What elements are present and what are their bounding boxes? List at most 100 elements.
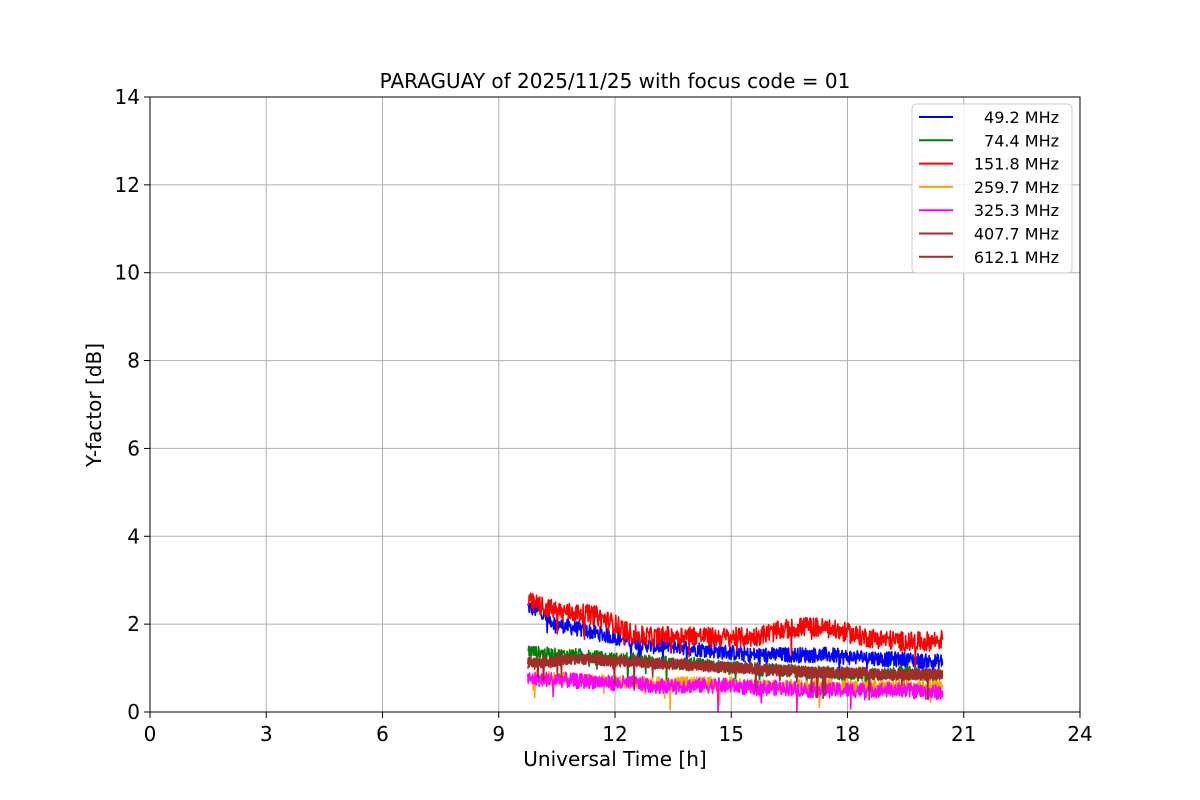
chart-title: PARAGUAY of 2025/11/25 with focus code =… [380, 69, 851, 93]
series-point [527, 601, 529, 603]
series-point [789, 628, 791, 630]
series-point [692, 648, 694, 650]
series-point [750, 687, 752, 689]
y-tick-label: 6 [127, 436, 140, 460]
legend-label: 151.8 MHz [974, 155, 1059, 174]
series-point [730, 652, 732, 654]
series-point [711, 650, 713, 652]
series-point [634, 661, 636, 663]
series-point [692, 685, 694, 687]
x-tick-label: 15 [719, 722, 744, 746]
series-point [905, 658, 907, 660]
series-point [672, 663, 674, 665]
x-tick-label: 3 [260, 722, 273, 746]
series-point [595, 680, 597, 682]
series-point [942, 674, 944, 676]
series-point [614, 623, 616, 625]
series-point [808, 672, 810, 674]
x-tick-label: 18 [835, 722, 860, 746]
series-point [527, 663, 529, 665]
series-point [924, 685, 926, 687]
x-tick-label: 21 [951, 722, 976, 746]
series-point [769, 632, 771, 634]
y-tick-label: 12 [115, 173, 140, 197]
y-tick-label: 2 [127, 612, 140, 636]
series-point [769, 654, 771, 656]
series-point [924, 674, 926, 676]
series-point [672, 634, 674, 636]
series-point [885, 689, 887, 691]
series-point [556, 661, 558, 663]
series-point [527, 678, 529, 680]
series-point [653, 685, 655, 687]
x-tick-label: 24 [1067, 722, 1092, 746]
series-point [537, 652, 539, 654]
series-point [730, 637, 732, 639]
series-point [866, 674, 868, 676]
series-point [905, 641, 907, 643]
series-point [827, 689, 829, 691]
x-tick-label: 12 [602, 722, 627, 746]
series-point [730, 667, 732, 669]
series-point [942, 691, 944, 693]
series-point [672, 685, 674, 687]
x-axis-label: Universal Time [h] [523, 747, 706, 771]
series-point [750, 637, 752, 639]
series-point [711, 685, 713, 687]
series-line-6 [527, 653, 944, 701]
series-point [634, 634, 636, 636]
x-tick-label: 0 [144, 722, 157, 746]
legend-box [911, 103, 1073, 274]
series-point [595, 658, 597, 660]
series-point [924, 691, 926, 693]
y-tick-label: 4 [127, 524, 140, 548]
series-point [808, 689, 810, 691]
series-point [905, 674, 907, 676]
series-point [789, 654, 791, 656]
series-point [866, 689, 868, 691]
legend-label: 325.3 MHz [974, 201, 1059, 220]
series-layer [527, 592, 944, 713]
series-point [730, 685, 732, 687]
series-point [924, 661, 926, 663]
legend-label: 49.2 MHz [984, 108, 1059, 127]
series-point [847, 672, 849, 674]
series-point [866, 637, 868, 639]
series-point [808, 654, 810, 656]
series-point [847, 689, 849, 691]
series-point [537, 604, 539, 606]
series-point [942, 661, 944, 663]
series-line-0 [527, 601, 944, 685]
series-point [711, 637, 713, 639]
series-point [575, 658, 577, 660]
series-point [653, 637, 655, 639]
series-point [924, 641, 926, 643]
legend-label: 74.4 MHz [984, 131, 1059, 150]
series-point [595, 632, 597, 634]
series-point [942, 685, 944, 687]
series-point [575, 628, 577, 630]
series-point [527, 650, 529, 652]
series-point [827, 654, 829, 656]
series-point [827, 628, 829, 630]
y-tick-label: 14 [115, 85, 140, 109]
x-tick-label: 9 [492, 722, 505, 746]
series-point [653, 663, 655, 665]
legend: 49.2 MHz 74.4 MHz 151.8 MHz 259.7 MHz 325.3 … [911, 103, 1073, 274]
x-tick-label: 6 [376, 722, 389, 746]
series-point [556, 678, 558, 680]
series-point [711, 665, 713, 667]
series-point [575, 680, 577, 682]
y-axis-label: Y-factor [dB] [82, 343, 106, 468]
y-tick-label: 10 [115, 261, 140, 285]
series-point [556, 610, 558, 612]
series-point [769, 687, 771, 689]
series-point [885, 674, 887, 676]
series-point [614, 637, 616, 639]
series-point [942, 639, 944, 641]
series-point [885, 639, 887, 641]
series-point [769, 669, 771, 671]
series-line-2 [527, 592, 944, 669]
series-point [537, 678, 539, 680]
